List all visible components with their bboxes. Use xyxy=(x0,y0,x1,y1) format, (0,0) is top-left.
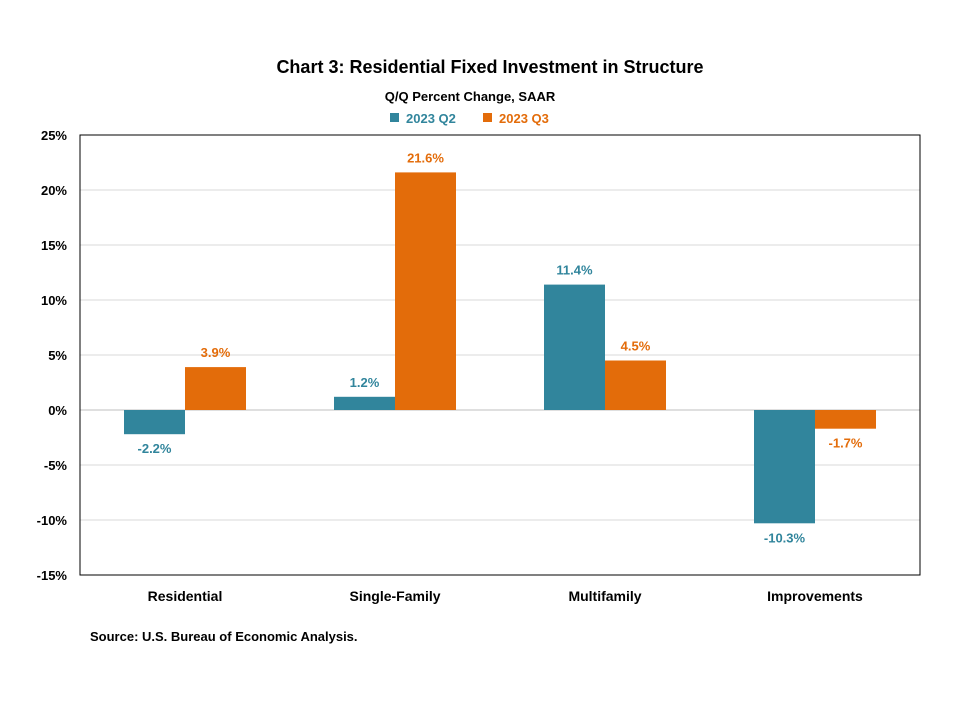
x-axis: Residential Single-Family Multifamily Impro… xyxy=(148,588,863,604)
bar-2023-q2-single-family xyxy=(334,396,395,410)
y-tick-label: -15% xyxy=(37,568,68,583)
source-note: Source: U.S. Bureau of Economic Analysis… xyxy=(90,629,358,644)
data-label: 1.2% xyxy=(350,375,380,390)
y-tick-label: 0% xyxy=(48,403,67,418)
bar-2023-q2-improvements xyxy=(754,410,815,524)
legend: 2023 Q2 2023 Q3 xyxy=(390,111,549,126)
bars xyxy=(124,172,876,524)
plot-frame xyxy=(79,134,921,576)
y-tick-label: 15% xyxy=(41,238,67,253)
bar-2023-q2-residential xyxy=(124,410,185,435)
bar-2023-q2-multifamily xyxy=(544,284,605,410)
legend-label: 2023 Q2 xyxy=(406,111,456,126)
y-tick-label: 20% xyxy=(41,183,67,198)
data-label: 3.9% xyxy=(201,345,231,360)
bar-2023-q3-single-family xyxy=(395,172,456,410)
x-tick-label: Single-Family xyxy=(349,588,440,604)
data-labels: -2.2% 3.9% 1.2% 21.6% 11.4% 4.5% -10.3% -1.7% xyxy=(138,150,863,545)
legend-swatch xyxy=(483,113,492,122)
bar-2023-q3-multifamily xyxy=(605,360,666,410)
legend-swatch xyxy=(390,113,399,122)
y-tick-label: -5% xyxy=(44,458,68,473)
y-tick-label: 10% xyxy=(41,293,67,308)
y-tick-label: -10% xyxy=(37,513,68,528)
chart-title: Chart 3: Residential Fixed Investment in… xyxy=(276,57,703,77)
bar-2023-q3-improvements xyxy=(815,410,876,429)
data-label: -1.7% xyxy=(829,436,863,451)
data-label: -2.2% xyxy=(138,441,172,456)
x-tick-label: Residential xyxy=(148,588,223,604)
chart-subtitle: Q/Q Percent Change, SAAR xyxy=(385,89,556,104)
y-tick-label: 25% xyxy=(41,128,67,143)
data-label: 11.4% xyxy=(556,263,593,278)
data-label: -10.3% xyxy=(764,530,806,545)
y-axis: 25% 20% 15% 10% 5% 0% -5% -10% -15% xyxy=(37,128,68,583)
x-tick-label: Improvements xyxy=(767,588,863,604)
legend-label: 2023 Q3 xyxy=(499,111,549,126)
y-tick-label: 5% xyxy=(48,348,67,363)
bar-2023-q3-residential xyxy=(185,367,246,410)
data-label: 21.6% xyxy=(407,150,444,165)
data-label: 4.5% xyxy=(621,339,651,354)
x-tick-label: Multifamily xyxy=(568,588,641,604)
